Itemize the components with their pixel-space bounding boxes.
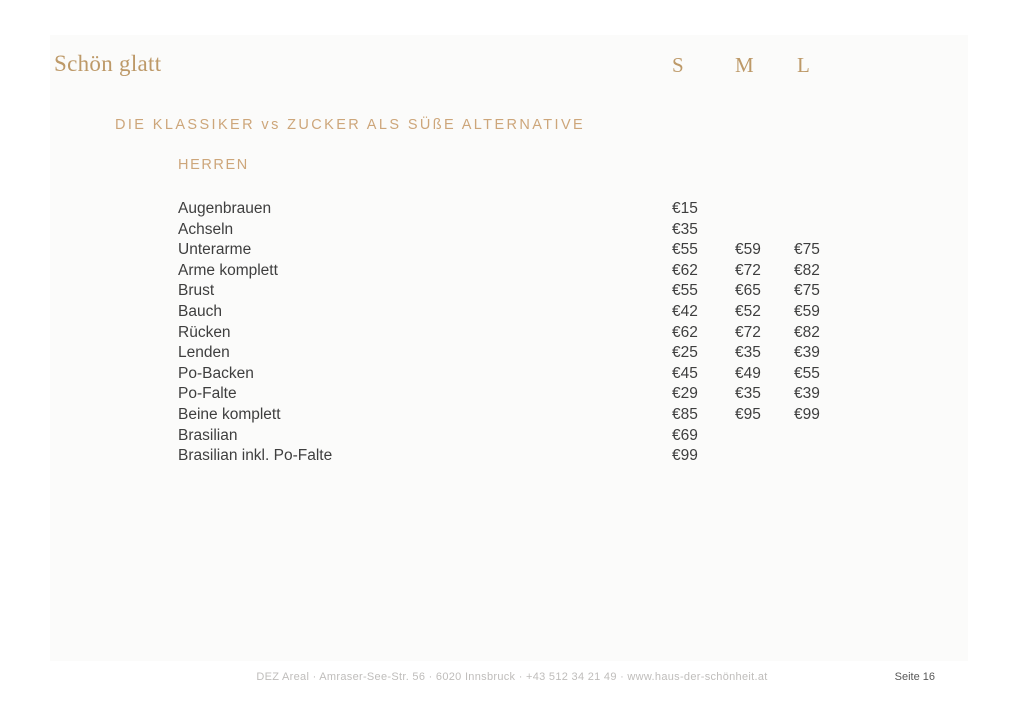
service-label: Brasilian inkl. Po-Falte <box>178 447 333 465</box>
price-row: Unterarme €55 €59 €75 <box>178 240 938 261</box>
price-row: Po-Falte €29 €35 €39 <box>178 384 938 405</box>
service-label: Rücken <box>178 323 231 341</box>
price-row: Augenbrauen €15 <box>178 199 938 220</box>
price-m: €65 <box>735 282 761 300</box>
price-row: Bauch €42 €52 €59 <box>178 302 938 323</box>
service-label: Brust <box>178 282 215 300</box>
price-row: Po-Backen €45 €49 €55 <box>178 364 938 385</box>
price-l: €82 <box>794 323 820 341</box>
service-label: Achseln <box>178 220 234 238</box>
price-s: €15 <box>672 200 698 217</box>
column-header-size-l: L <box>797 53 810 77</box>
footer-page-number: Seite 16 <box>894 671 935 683</box>
price-s: €62 <box>672 323 698 341</box>
column-header-size-s: S <box>672 53 684 77</box>
group-heading-herren: HERREN <box>178 157 249 173</box>
column-header-size-m: M <box>735 53 754 77</box>
service-label: Brasilian <box>178 426 238 444</box>
section-heading: DIE KLASSIKER vs ZUCKER ALS SÜßE ALTERNA… <box>115 117 586 133</box>
price-l: €39 <box>794 344 820 362</box>
footer-address: DEZ Areal · Amraser-See-Str. 56 · 6020 I… <box>256 671 768 683</box>
price-l: €75 <box>794 282 820 300</box>
price-s: €55 <box>672 282 698 300</box>
price-s: €85 <box>672 405 698 423</box>
price-s: €99 <box>672 447 698 465</box>
price-row: Brust €55 €65 €75 <box>178 281 938 302</box>
service-label: Lenden <box>178 344 230 362</box>
price-m: €35 <box>735 385 761 403</box>
price-list-card: Schön glatt S M L DIE KLASSIKER vs ZUCKE… <box>50 35 968 661</box>
service-label: Po-Falte <box>178 385 237 403</box>
price-list: Augenbrauen €15 Achseln €35 Unterarme €55 €59 €… <box>178 199 938 467</box>
price-row: Rücken €62 €72 €82 <box>178 323 938 344</box>
service-label: Bauch <box>178 302 222 320</box>
price-l: €99 <box>794 405 820 423</box>
price-l: €59 <box>794 302 820 320</box>
price-m: €52 <box>735 302 761 320</box>
price-m: €95 <box>735 405 761 423</box>
price-m: €59 <box>735 241 761 259</box>
price-s: €25 <box>672 344 698 362</box>
service-label: Beine komplett <box>178 405 281 423</box>
price-row: Arme komplett €62 €72 €82 <box>178 261 938 282</box>
price-row: Achseln €35 <box>178 220 938 241</box>
price-s: €69 <box>672 426 698 444</box>
price-l: €82 <box>794 261 820 279</box>
price-l: €39 <box>794 385 820 403</box>
price-s: €62 <box>672 261 698 279</box>
price-row: Brasilian €69 <box>178 426 938 447</box>
price-row: Lenden €25 €35 €39 <box>178 343 938 364</box>
price-row: Beine komplett €85 €95 €99 <box>178 405 938 426</box>
price-s: €29 <box>672 385 698 403</box>
price-s: €55 <box>672 241 698 259</box>
service-label: Arme komplett <box>178 261 278 279</box>
price-m: €72 <box>735 323 761 341</box>
service-label: Unterarme <box>178 241 252 259</box>
price-s: €42 <box>672 302 698 320</box>
service-label: Po-Backen <box>178 364 254 382</box>
service-label: Augenbrauen <box>178 200 272 217</box>
page-title: Schön glatt <box>54 51 162 76</box>
price-m: €72 <box>735 261 761 279</box>
price-row: Brasilian inkl. Po-Falte €99 <box>178 446 938 467</box>
price-s: €45 <box>672 364 698 382</box>
price-m: €49 <box>735 364 761 382</box>
price-m: €35 <box>735 344 761 362</box>
price-l: €55 <box>794 364 820 382</box>
price-s: €35 <box>672 220 698 238</box>
price-l: €75 <box>794 241 820 259</box>
